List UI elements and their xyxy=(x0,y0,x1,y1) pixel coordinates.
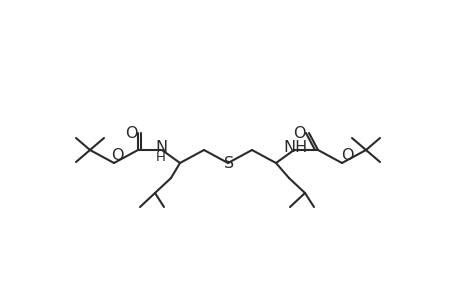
Text: H: H xyxy=(156,151,166,164)
Text: O: O xyxy=(111,148,123,163)
Text: N: N xyxy=(155,140,167,154)
Text: NH: NH xyxy=(283,140,308,154)
Text: O: O xyxy=(340,148,353,163)
Text: S: S xyxy=(224,155,234,170)
Text: O: O xyxy=(292,125,305,140)
Text: O: O xyxy=(124,125,137,140)
